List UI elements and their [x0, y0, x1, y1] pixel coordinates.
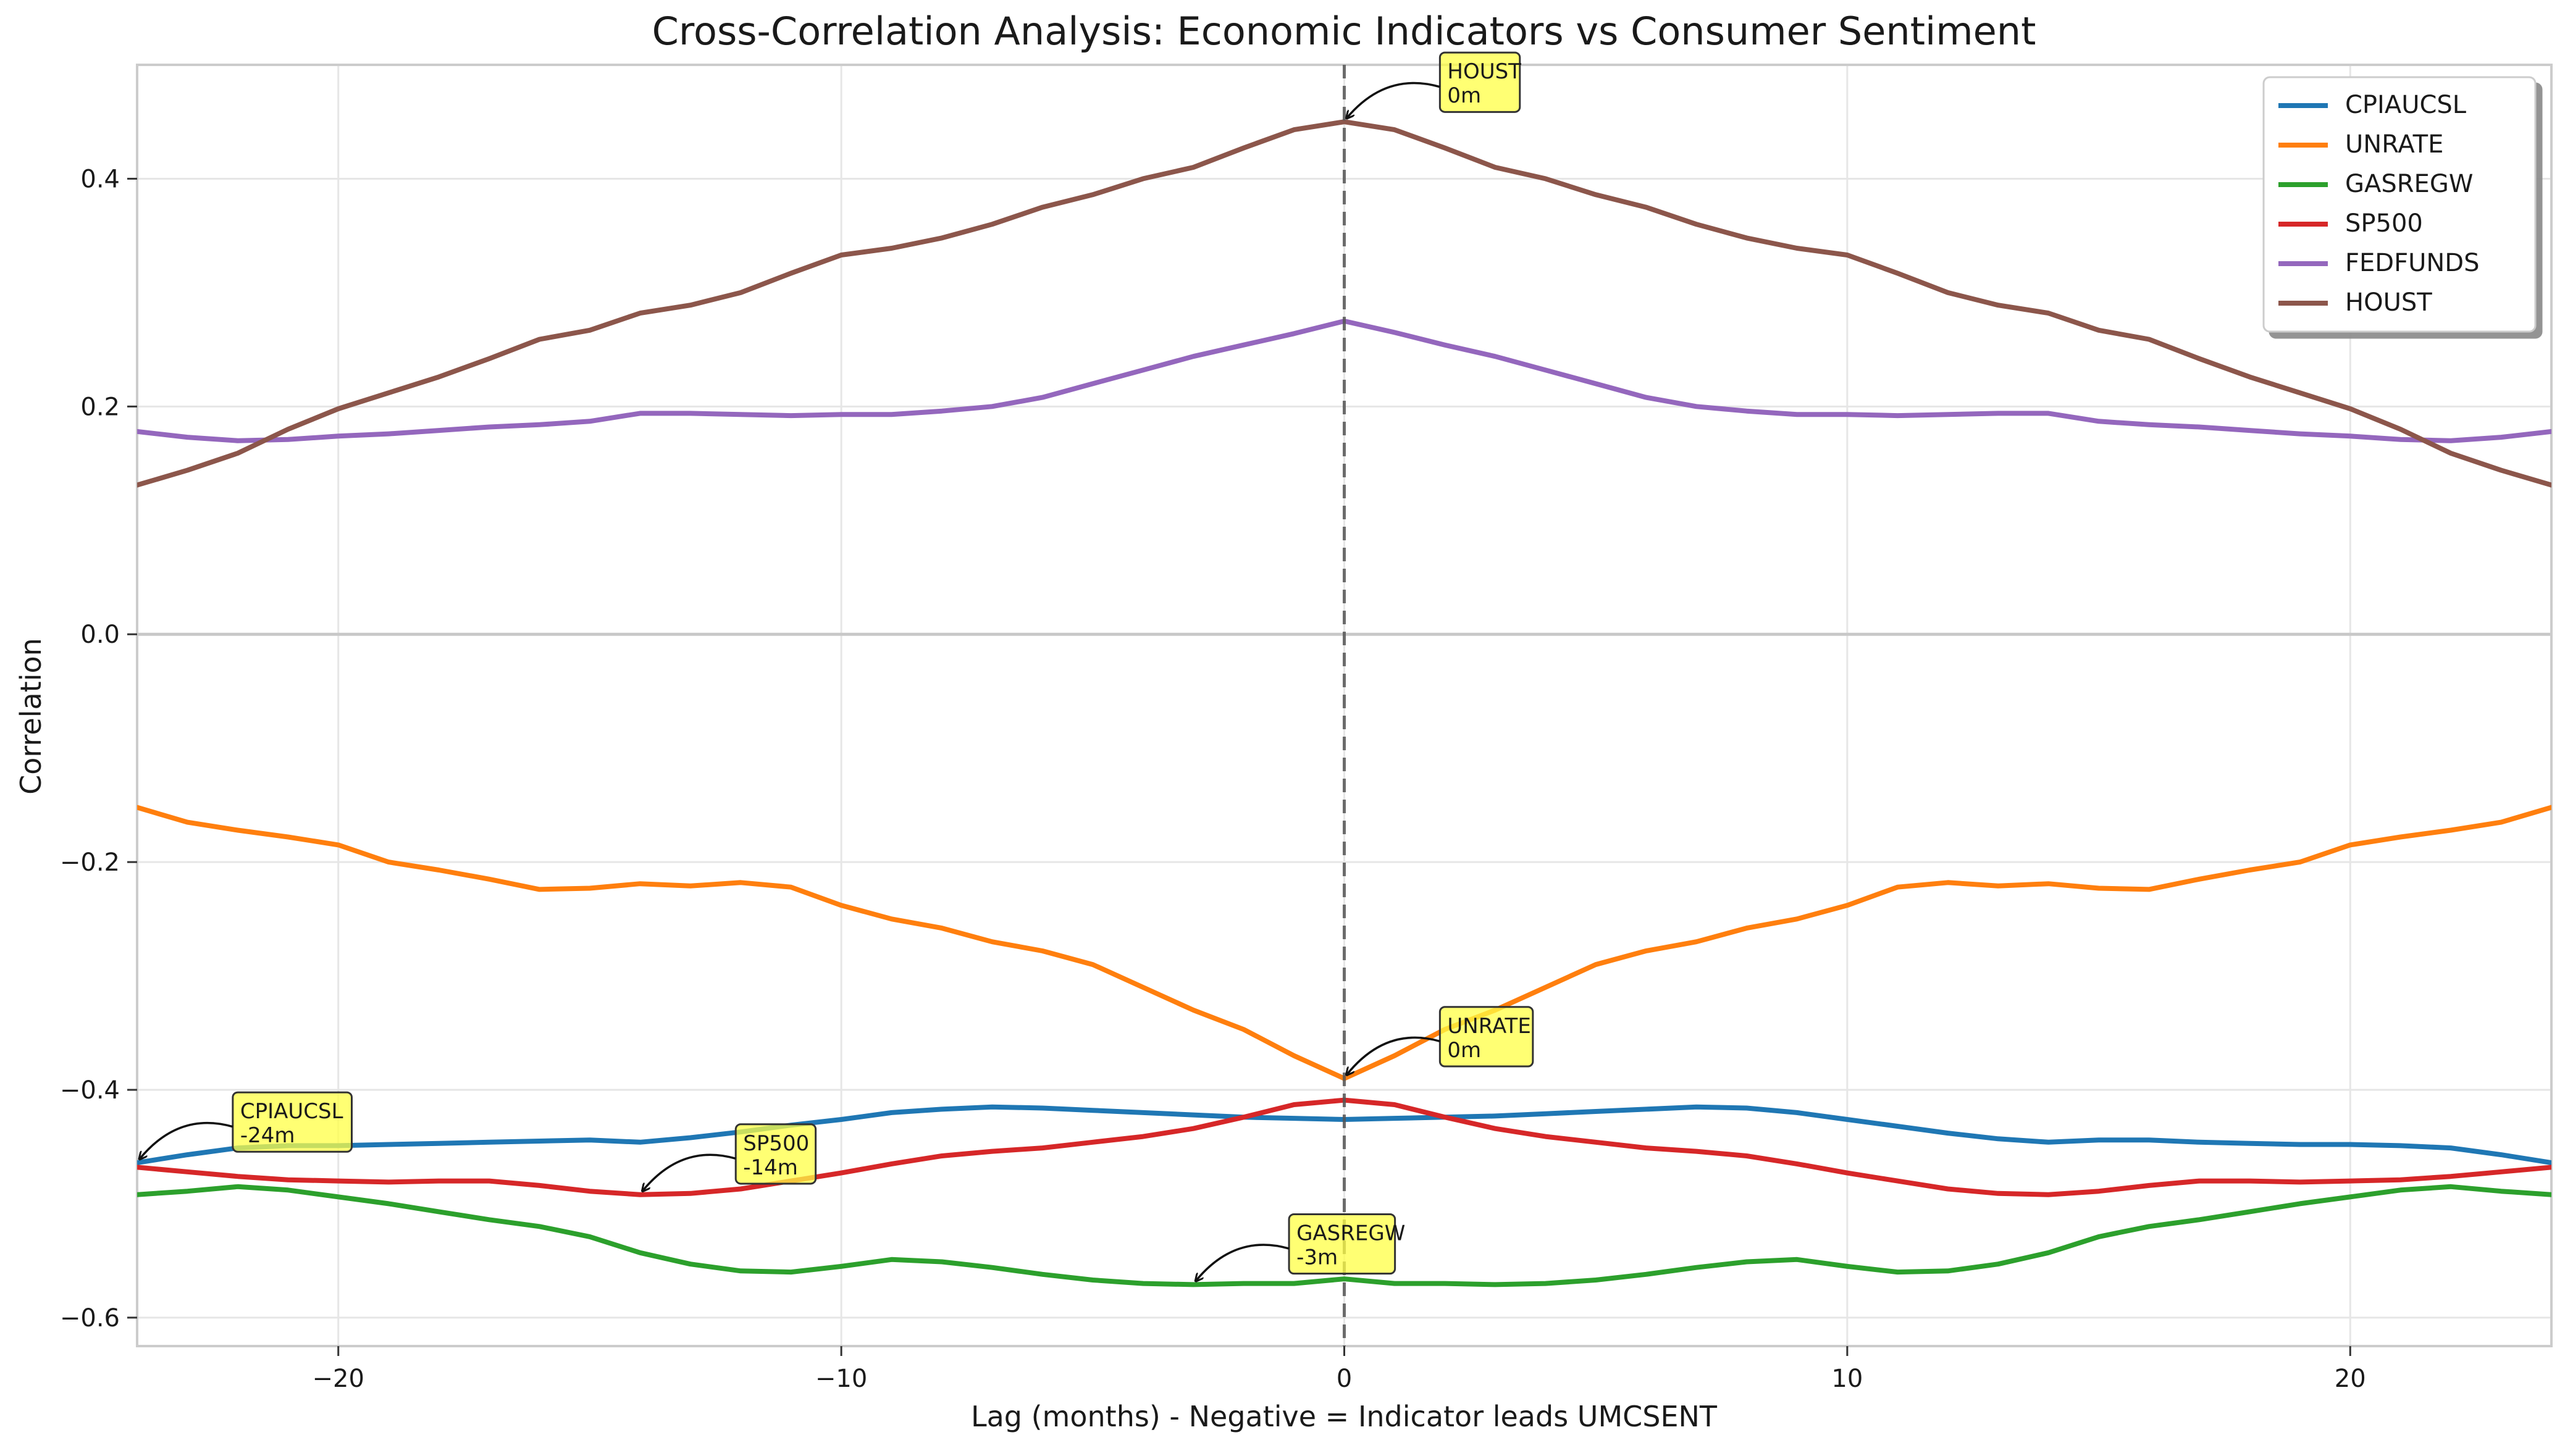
series-line-houst	[137, 119, 2551, 488]
legend-label-sp500: SP500	[2345, 209, 2423, 238]
x-tick-label: −20	[313, 1365, 364, 1393]
annotation-box	[1438, 51, 1521, 113]
series-line-gasregw	[137, 1184, 2551, 1287]
annotation-lag-label: 0m	[1447, 83, 1481, 108]
y-tick-label: 0.0	[80, 621, 120, 649]
annotation-box	[232, 1091, 353, 1153]
annotation-lag-label: -14m	[743, 1155, 798, 1180]
y-tick-label: 0.4	[80, 165, 120, 193]
legend-label-gasregw: GASREGW	[2345, 170, 2473, 198]
legend: CPIAUCSL UNRATE GASREGW SP500 FEDFUNDS HOUST	[2262, 76, 2537, 333]
legend-label-fedfunds: FEDFUNDS	[2345, 249, 2479, 277]
annotation-lag-label: 0m	[1447, 1038, 1481, 1063]
x-axis-label: Lag (months) - Negative = Indicator lead…	[971, 1400, 1718, 1433]
annotation-series-label: GASREGW	[1296, 1221, 1405, 1245]
x-tick-label: 20	[2335, 1365, 2366, 1393]
y-tick-label: −0.2	[60, 848, 120, 877]
legend-label-houst: HOUST	[2345, 288, 2432, 317]
y-tick-label: −0.4	[60, 1076, 120, 1105]
annotation-sp500: SP500-14m	[642, 1123, 817, 1191]
chart-title: Cross-Correlation Analysis: Economic Ind…	[652, 9, 2036, 54]
annotation-box	[1438, 1006, 1534, 1068]
plot-area: −20 −10 0 10 20−0.6−0.4−0.20.00.20.4HOUST0mU…	[60, 51, 2553, 1393]
annotation-lag-label: -3m	[1296, 1245, 1338, 1270]
legend-label-cpiaucsl: CPIAUCSL	[2345, 91, 2467, 119]
annotation-arrow	[140, 1121, 233, 1159]
annotation-box	[1288, 1213, 1396, 1275]
annotation-arrow	[1196, 1244, 1290, 1281]
annotation-series-label: HOUST	[1447, 59, 1521, 84]
annotation-arrow	[1347, 1036, 1440, 1074]
annotation-series-label: UNRATE	[1447, 1014, 1530, 1039]
annotation-box	[734, 1123, 817, 1185]
annotation-arrow	[642, 1153, 736, 1190]
annotation-arrow	[1347, 82, 1440, 119]
annotation-gasregw: GASREGW-3m	[1196, 1213, 1405, 1281]
y-tick-label: 0.2	[80, 393, 120, 421]
legend-label-unrate: UNRATE	[2345, 130, 2443, 159]
annotation-series-label: CPIAUCSL	[240, 1099, 343, 1124]
y-tick-label: −0.6	[60, 1304, 120, 1333]
annotation-series-label: SP500	[743, 1131, 809, 1156]
x-tick-label: 10	[1831, 1365, 1863, 1393]
annotation-lag-label: -24m	[240, 1123, 295, 1148]
legend-box	[2262, 76, 2537, 333]
x-tick-label: 0	[1337, 1365, 1352, 1393]
x-tick-label: −10	[815, 1365, 867, 1393]
annotation-cpiaucsl: CPIAUCSL-24m	[140, 1091, 353, 1159]
y-axis-label: Correlation	[14, 638, 48, 795]
